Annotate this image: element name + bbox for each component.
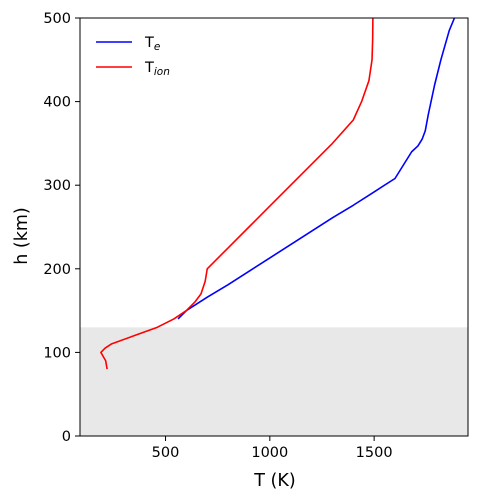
shaded-region	[80, 327, 468, 436]
series-line-te	[177, 17, 456, 320]
axes-frame	[79, 17, 469, 437]
legend-te-label: Te	[144, 35, 160, 53]
legend: Te Tion	[96, 35, 170, 78]
series-line-tion	[100, 17, 374, 370]
plot-area	[80, 17, 468, 436]
y-tick-label: 400	[43, 95, 71, 111]
x-tick-label: 1000	[251, 445, 288, 461]
y-axis-label: h (km)	[12, 207, 32, 265]
axes: 500 1000 1500 0 100 200 300 400 500	[43, 11, 469, 461]
y-tick-label: 0	[62, 429, 71, 445]
y-tick-label: 500	[43, 11, 71, 27]
y-tick-label: 200	[43, 262, 71, 278]
x-tick-label: 1500	[356, 445, 393, 461]
legend-tion-label: Tion	[144, 60, 170, 78]
x-axis-label: T (K)	[253, 471, 295, 491]
y-tick-label: 300	[43, 178, 71, 194]
x-tick-label: 500	[152, 445, 180, 461]
y-tick-label: 100	[43, 345, 71, 361]
